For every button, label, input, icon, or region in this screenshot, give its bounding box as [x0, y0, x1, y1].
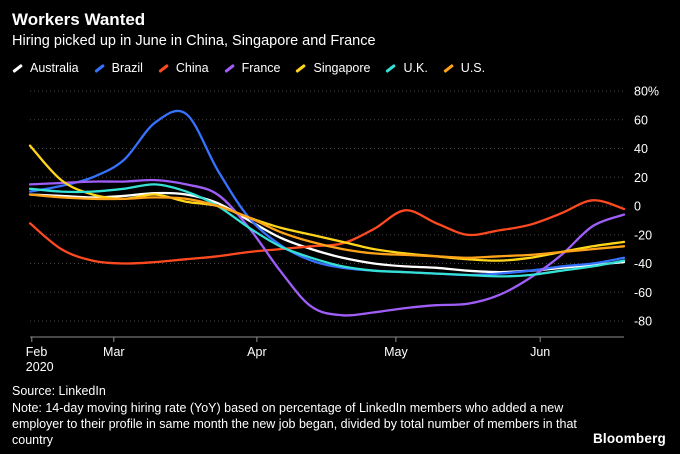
y-axis-label: 0 — [634, 200, 641, 214]
legend-item-singapore: Singapore — [295, 61, 370, 75]
x-axis-label: Apr — [247, 345, 266, 359]
legend-label: Brazil — [111, 61, 143, 75]
x-axis-label: Jun — [530, 345, 550, 359]
series-line-brazil — [28, 109, 626, 277]
y-axis-label: -80 — [634, 315, 652, 329]
legend-swatch — [223, 63, 235, 73]
source-text: Source: LinkedIn — [12, 384, 106, 398]
line-chart: 80% 60 40 20 0 -20 -40 -60 -80 Feb 2020 Mar Apr May Ju… — [12, 77, 670, 378]
legend-swatch — [158, 63, 169, 73]
y-axis-label: 20 — [634, 171, 648, 185]
y-axis-label: 60 — [634, 113, 648, 127]
legend-item-france: France — [223, 61, 281, 75]
series-line-australia — [28, 191, 626, 274]
y-axis-label: -60 — [634, 286, 652, 300]
note-text: Note: 14-day moving hiring rate (YoY) ba… — [12, 401, 577, 447]
chart-subtitle: Hiring picked up in June in China, Singa… — [12, 33, 376, 49]
y-axis-label: -20 — [634, 228, 652, 242]
legend-item-china: China — [158, 61, 209, 75]
series-line-france — [28, 178, 626, 317]
bloomberg-logo: Bloomberg — [592, 431, 666, 446]
legend-label: China — [175, 61, 209, 75]
x-axis-label: Feb — [26, 345, 48, 359]
x-axis-label: Mar — [103, 345, 125, 359]
legend-item-uk: U.K. — [385, 61, 428, 75]
legend-swatch — [94, 63, 105, 73]
legend-label: Singapore — [313, 61, 371, 75]
y-axis-label: -40 — [634, 257, 652, 271]
legend-label: Australia — [30, 61, 79, 75]
chart-footer: Source: LinkedIn Note: 14-day moving hir… — [12, 384, 668, 448]
legend-item-australia: Australia — [12, 61, 79, 75]
series-line-uk — [28, 183, 626, 278]
legend-item-brazil: Brazil — [94, 61, 143, 75]
chart-legend: Australia Brazil China France Singapore U.K. U… — [12, 61, 670, 75]
legend-swatch — [385, 63, 397, 73]
y-axis-label: 40 — [634, 142, 648, 156]
legend-label: U.S. — [460, 61, 486, 75]
legend-swatch — [295, 63, 307, 73]
x-axis-label: May — [384, 345, 408, 359]
series-line-us — [28, 193, 626, 259]
x-axis-year-label: 2020 — [26, 360, 54, 373]
y-axis-label: 80% — [634, 85, 659, 99]
legend-label: France — [241, 61, 281, 75]
legend-label: U.K. — [403, 61, 428, 75]
legend-item-us: U.S. — [443, 61, 485, 75]
legend-swatch — [443, 63, 454, 73]
legend-swatch — [12, 63, 23, 73]
chart-title: Workers Wanted — [12, 10, 146, 29]
